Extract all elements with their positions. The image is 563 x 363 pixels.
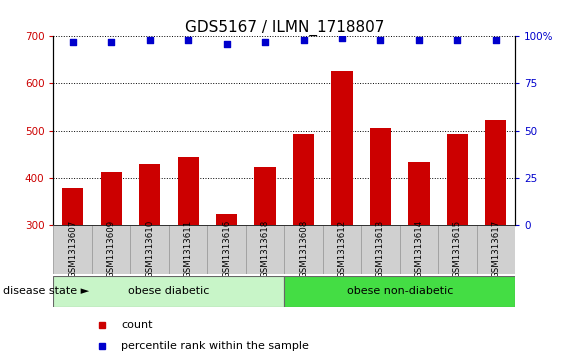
Bar: [361, 225, 400, 274]
Bar: [139, 164, 160, 225]
Bar: [332, 71, 352, 225]
Text: GSM1313609: GSM1313609: [107, 220, 115, 278]
Text: GSM1313607: GSM1313607: [68, 220, 77, 278]
Point: [107, 39, 116, 45]
Text: GSM1313616: GSM1313616: [222, 220, 231, 278]
Bar: [53, 276, 284, 307]
Text: obese non-diabetic: obese non-diabetic: [347, 286, 453, 296]
Bar: [284, 225, 323, 274]
Text: obese diabetic: obese diabetic: [128, 286, 209, 296]
Bar: [131, 225, 169, 274]
Point: [184, 37, 193, 43]
Text: GSM1313613: GSM1313613: [376, 220, 385, 278]
Point: [299, 37, 308, 43]
Bar: [53, 225, 92, 274]
Bar: [169, 225, 207, 274]
Text: GSM1313610: GSM1313610: [145, 220, 154, 278]
Point: [222, 41, 231, 47]
Point: [145, 37, 154, 43]
Bar: [408, 162, 430, 225]
Bar: [62, 188, 83, 225]
Text: percentile rank within the sample: percentile rank within the sample: [122, 341, 309, 351]
Title: GDS5167 / ILMN_1718807: GDS5167 / ILMN_1718807: [185, 20, 384, 36]
Text: GSM1313614: GSM1313614: [414, 220, 423, 278]
Point: [68, 39, 77, 45]
Bar: [101, 172, 122, 225]
Bar: [207, 225, 246, 274]
Bar: [477, 225, 515, 274]
Point: [376, 37, 385, 43]
Text: disease state ►: disease state ►: [3, 286, 89, 296]
Text: GSM1313617: GSM1313617: [491, 220, 501, 278]
Bar: [400, 225, 438, 274]
Bar: [293, 134, 314, 225]
Bar: [438, 225, 477, 274]
Point: [337, 35, 346, 41]
Text: GSM1313615: GSM1313615: [453, 220, 462, 278]
Text: GSM1313608: GSM1313608: [299, 220, 308, 278]
Point: [491, 37, 501, 43]
Text: GSM1313618: GSM1313618: [261, 220, 270, 278]
Bar: [323, 225, 361, 274]
Bar: [485, 120, 507, 225]
Point: [453, 37, 462, 43]
Bar: [177, 157, 199, 225]
Bar: [246, 225, 284, 274]
Bar: [447, 134, 468, 225]
Bar: [216, 214, 237, 225]
Bar: [284, 276, 515, 307]
Bar: [370, 129, 391, 225]
Text: count: count: [122, 321, 153, 330]
Text: GSM1313612: GSM1313612: [338, 220, 346, 278]
Bar: [254, 167, 276, 225]
Text: GSM1313611: GSM1313611: [184, 220, 193, 278]
Point: [414, 37, 423, 43]
Bar: [92, 225, 131, 274]
Point: [261, 39, 270, 45]
